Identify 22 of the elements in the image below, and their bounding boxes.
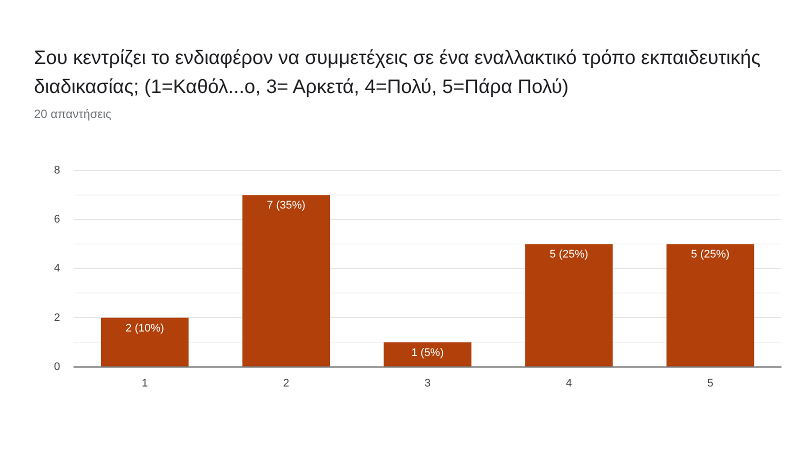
y-tick-label: 6 xyxy=(54,214,60,226)
y-tick-label: 8 xyxy=(54,164,60,177)
y-tick-label: 0 xyxy=(54,360,60,373)
data-label: 5 (25%) xyxy=(550,248,588,261)
data-label: 1 (5%) xyxy=(411,346,444,359)
bar xyxy=(666,244,754,366)
x-tick-label: 4 xyxy=(566,377,572,390)
x-tick-label: 5 xyxy=(707,377,714,390)
x-tick-label: 3 xyxy=(424,377,431,390)
data-label: 7 (35%) xyxy=(266,200,306,212)
y-tick-label: 4 xyxy=(54,262,60,275)
bar xyxy=(242,195,330,366)
y-tick-label: 2 xyxy=(54,312,60,324)
x-tick-label: 2 xyxy=(283,377,290,390)
x-tick-label: 1 xyxy=(142,377,148,390)
bar xyxy=(100,318,189,366)
chart-title: Σου κεντρίζει το ενδιαφέρον να συμμετέχεις σε ένα εναλλακτικό τρόπο εκπαιδευτικής διαδικασίας; (1=Καθόλ...ο, 3= Αρκετά, 4=Πολύ, 5=Πάρα Πολύ) xyxy=(34,46,762,100)
chart-subtitle: 20 απαντήσεις xyxy=(34,107,112,121)
bar xyxy=(525,244,613,366)
bar xyxy=(384,342,472,366)
data-label: 5 (25%) xyxy=(691,248,730,261)
data-label: 2 (10%) xyxy=(126,322,164,334)
